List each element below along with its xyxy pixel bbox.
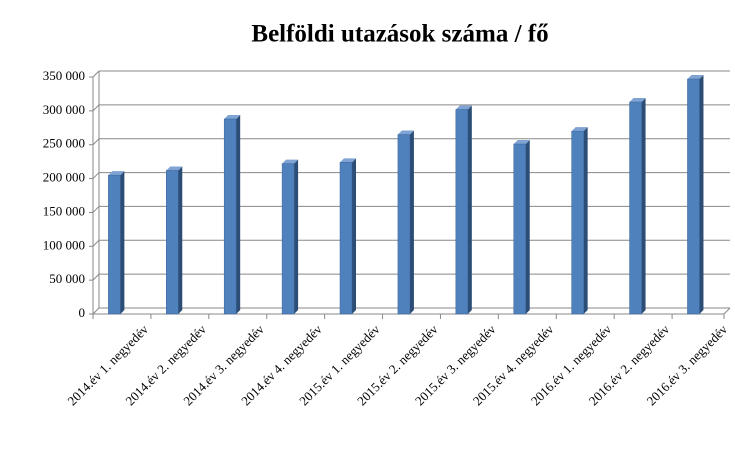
- bar-top: [397, 130, 414, 135]
- bar-side: [294, 159, 299, 314]
- bar: [397, 134, 411, 315]
- bar: [513, 143, 526, 315]
- grid-depth: [92, 138, 100, 146]
- y-tick-label: 0: [79, 305, 86, 320]
- y-tick-label: 50 000: [49, 271, 85, 286]
- bar-side: [699, 75, 704, 314]
- bar-side: [525, 140, 530, 314]
- bar: [455, 109, 469, 315]
- bar: [223, 118, 237, 315]
- bar: [571, 130, 584, 315]
- bar-side: [641, 98, 646, 314]
- bar: [108, 174, 121, 315]
- floor-edge: [723, 307, 731, 315]
- bar-top: [166, 166, 183, 171]
- bar-top: [224, 114, 241, 119]
- y-tick-label: 250 000: [43, 136, 85, 151]
- y-tick-label: 200 000: [43, 170, 85, 185]
- bar-side: [583, 127, 588, 315]
- y-tick-label: 150 000: [43, 203, 85, 218]
- bar: [166, 170, 179, 315]
- bar-top: [455, 105, 472, 110]
- bar-top: [108, 171, 125, 176]
- bar-top: [513, 140, 530, 145]
- grid-depth: [92, 70, 100, 78]
- bar-side: [467, 105, 472, 314]
- bar-top: [340, 158, 357, 163]
- bar: [629, 101, 642, 315]
- y-tick-label: 350 000: [43, 68, 85, 83]
- grid-depth: [92, 172, 100, 179]
- bar-top: [629, 98, 646, 103]
- bar-top: [571, 127, 588, 132]
- bar: [281, 163, 295, 315]
- bar-top: [282, 159, 299, 164]
- bar-side: [120, 171, 125, 314]
- grid-depth: [92, 206, 100, 213]
- y-tick-label: 100 000: [43, 237, 85, 252]
- bar-side: [178, 166, 183, 314]
- grid-depth: [92, 273, 100, 281]
- bar-side: [409, 130, 414, 314]
- bar-side: [352, 158, 357, 314]
- bar: [687, 78, 700, 315]
- chart-title: Belföldi utazások száma / fő: [251, 21, 548, 48]
- bar-side: [236, 114, 241, 315]
- y-tick-label: 300 000: [43, 102, 85, 117]
- grid-depth: [92, 104, 100, 112]
- grid-depth: [92, 307, 100, 315]
- bar-top: [687, 75, 704, 80]
- bar: [339, 162, 353, 315]
- grid-depth: [92, 239, 100, 247]
